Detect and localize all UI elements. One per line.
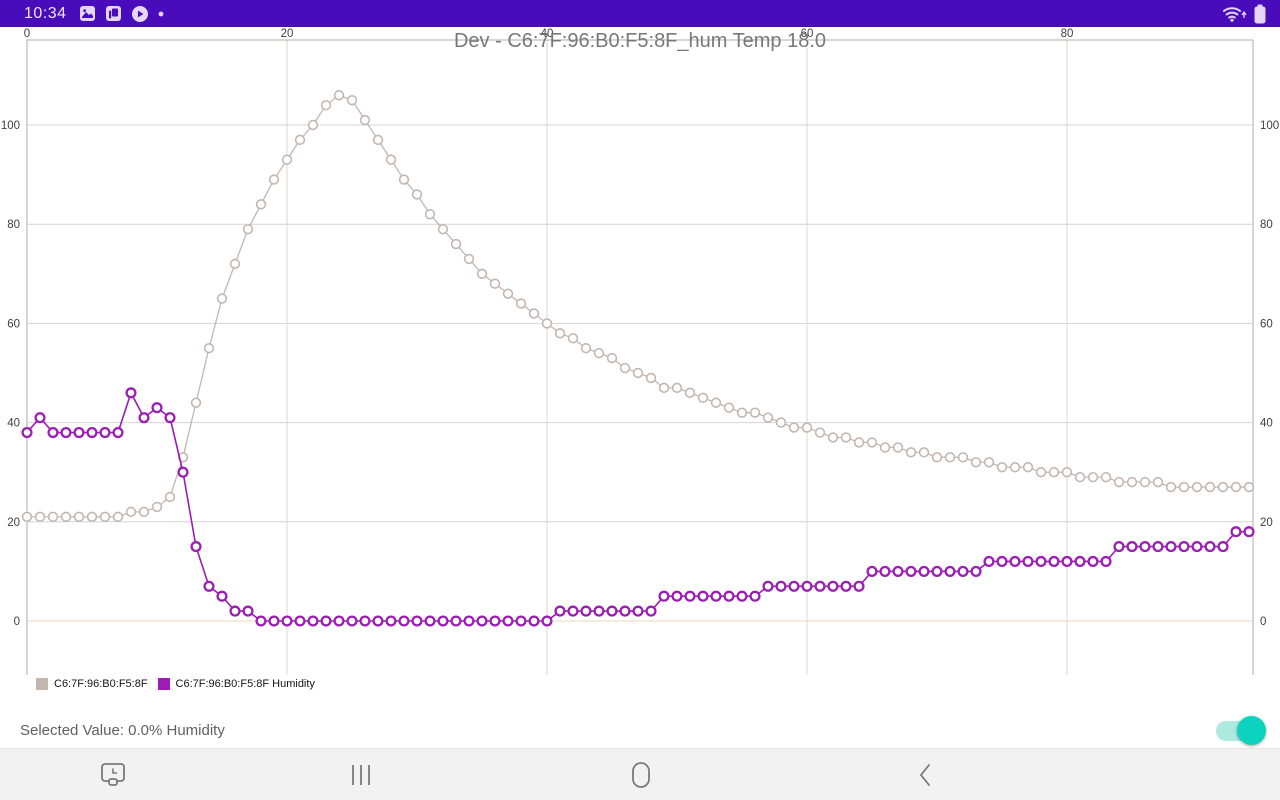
screen-capture-icon (101, 763, 125, 786)
svg-text:80: 80 (1260, 219, 1273, 231)
series-temperature[interactable] (21, 90, 1255, 523)
humidity-toggle[interactable] (1216, 716, 1266, 745)
legend-label-humidity: C6:7F:96:B0:F5:8F Humidity (175, 678, 315, 690)
gallery-icon (79, 6, 95, 21)
wifi-icon (1223, 6, 1247, 22)
series-humidity[interactable] (21, 387, 1255, 627)
svg-text:20: 20 (1260, 517, 1273, 529)
recents-icon (352, 765, 370, 785)
nav-bar (0, 748, 1280, 800)
chart-legend: C6:7F:96:B0:F5:8F C6:7F:96:B0:F5:8F Humi… (36, 678, 315, 690)
svg-text:40: 40 (7, 418, 20, 430)
legend-item-temperature[interactable]: C6:7F:96:B0:F5:8F (36, 678, 148, 690)
svg-text:100: 100 (1260, 120, 1279, 132)
back-icon (919, 764, 930, 786)
battery-icon (1254, 4, 1266, 23)
svg-text:40: 40 (541, 28, 554, 40)
svg-text:60: 60 (801, 28, 814, 40)
svg-text:0: 0 (1260, 616, 1266, 628)
screen-capture-button[interactable] (92, 749, 134, 800)
legend-swatch-humidity (157, 678, 170, 690)
home-button[interactable] (620, 749, 662, 800)
chart-svg[interactable]: 0 20 40 60 80 0 0 20 20 40 40 60 60 80 80 100 100 (0, 27, 1280, 700)
recents-button[interactable] (340, 749, 382, 800)
notification-dot (158, 11, 163, 16)
svg-text:80: 80 (1061, 28, 1074, 40)
legend-label-temperature: C6:7F:96:B0:F5:8F (54, 678, 148, 690)
legend-item-humidity[interactable]: C6:7F:96:B0:F5:8F Humidity (157, 678, 315, 690)
status-time: 10:34 (24, 4, 67, 22)
status-bar: 10:34 (0, 0, 1280, 27)
svg-text:60: 60 (1260, 318, 1273, 330)
legend-swatch-temperature (36, 678, 48, 690)
notes-app-icon (105, 6, 121, 21)
selected-value-text: Selected Value: 0.0% Humidity (20, 721, 225, 739)
svg-text:0: 0 (24, 28, 30, 40)
footer-row: Selected Value: 0.0% Humidity (0, 712, 1280, 748)
back-button[interactable] (904, 749, 946, 800)
svg-text:60: 60 (7, 318, 20, 330)
toggle-thumb (1237, 716, 1266, 745)
play-icon (131, 5, 148, 22)
svg-text:100: 100 (1, 120, 20, 132)
svg-text:20: 20 (281, 28, 294, 40)
home-icon (632, 762, 650, 788)
status-left-icons (79, 5, 164, 23)
status-right-icons (1223, 0, 1266, 27)
svg-text:0: 0 (14, 616, 20, 628)
svg-text:80: 80 (7, 219, 20, 231)
svg-text:40: 40 (1260, 418, 1273, 430)
svg-text:20: 20 (7, 517, 20, 529)
